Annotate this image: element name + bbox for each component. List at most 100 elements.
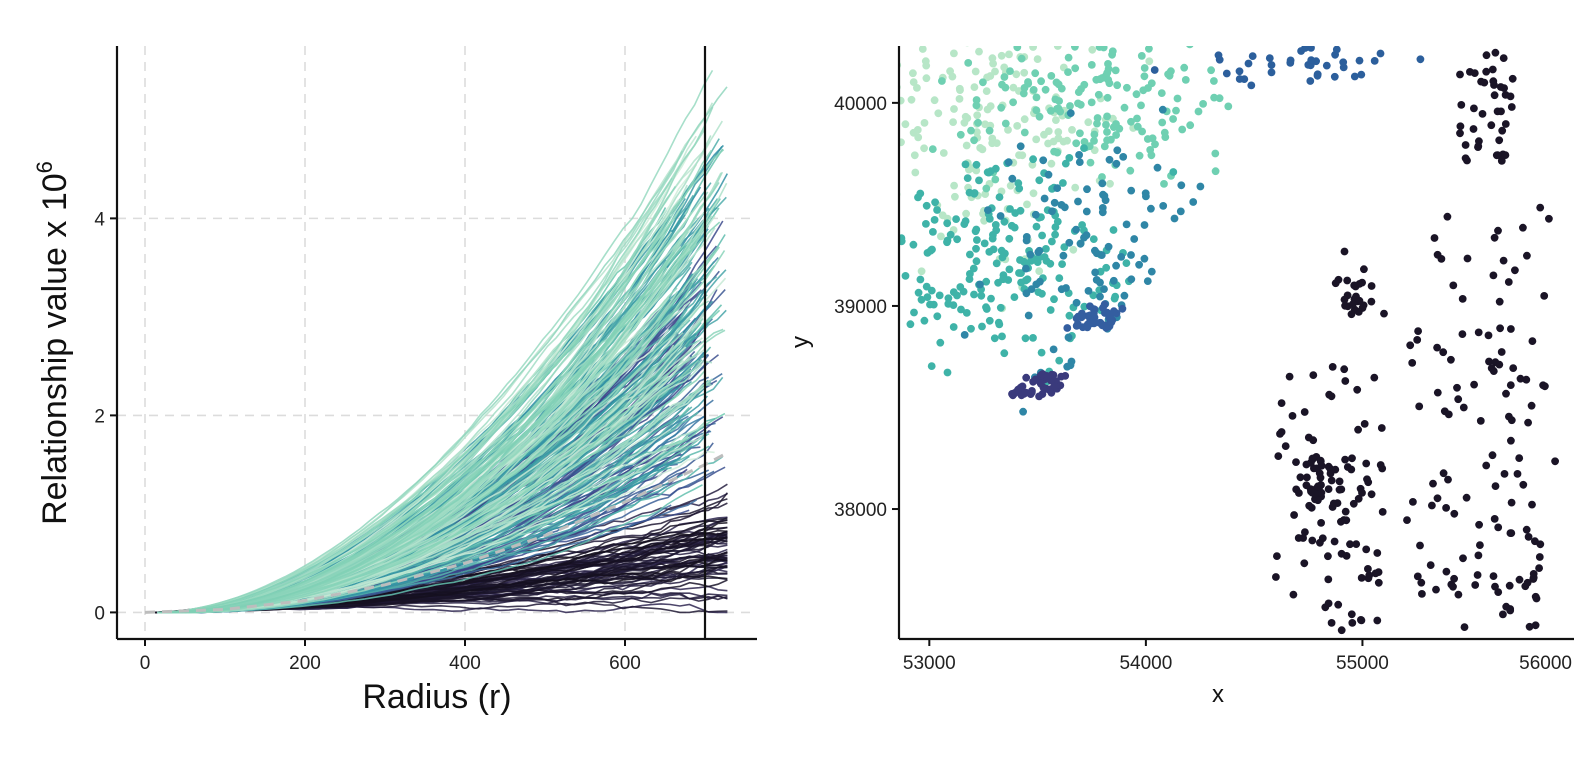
point-ocean-10	[1072, 225, 1080, 234]
point-ocean-35	[1140, 254, 1149, 263]
point-ocean-84	[1097, 251, 1106, 259]
point-ocean-86	[1031, 210, 1040, 219]
point-ocean-6	[984, 206, 992, 215]
point-light-green-25	[888, 260, 896, 268]
point-light-green-85	[970, 83, 979, 91]
point-light-green-106	[918, 9, 926, 17]
point-ocean-92	[1065, 238, 1074, 247]
point-dark-points-145	[1505, 581, 1514, 590]
point-dark-points-109	[1413, 572, 1422, 581]
point-green-11	[1047, 72, 1056, 80]
point-light-green-146	[965, 46, 969, 47]
point-dark-points-313	[1444, 475, 1452, 484]
point-dark-points-90	[1276, 430, 1284, 438]
point-green-5	[1158, 118, 1167, 127]
point-green-101	[1186, 46, 1194, 49]
point-teal-85	[931, 198, 939, 207]
point-dark-points-27	[1335, 477, 1344, 486]
point-dark-points-249	[1515, 454, 1524, 462]
point-ocean-51	[1064, 333, 1073, 342]
right-x-tick-label-2: 55000	[1336, 653, 1389, 674]
point-dark-points-49	[1523, 251, 1531, 260]
point-dark-points-314	[1532, 594, 1541, 603]
point-dark-points-210	[1354, 308, 1363, 316]
point-dark-points-74	[1502, 389, 1510, 398]
point-dark-points-60	[1414, 327, 1422, 335]
point-dark-points-287	[1461, 141, 1470, 149]
point-light-green-11	[972, 21, 980, 29]
point-dark-points-224	[1474, 328, 1483, 337]
point-light-green-163	[1052, 116, 1060, 124]
point-dark-points-179	[1460, 623, 1469, 631]
point-ocean-78	[960, 331, 969, 339]
point-green-3	[1074, 88, 1083, 96]
point-green-113	[1112, 120, 1120, 128]
point-teal-217	[1111, 292, 1120, 301]
point-ocean-91	[1083, 185, 1091, 194]
point-green-66	[1064, 53, 1073, 62]
point-teal-151	[857, 194, 865, 202]
point-light-green-118	[901, 120, 910, 129]
point-green-94	[985, 126, 994, 135]
point-dark-points-108	[1352, 540, 1361, 548]
point-ocean-95	[1016, 142, 1025, 151]
point-purple-ring-28	[1022, 373, 1031, 382]
point-dark-points-281	[1316, 456, 1325, 465]
point-dark-points-258	[1499, 256, 1508, 265]
point-teal-150	[965, 275, 974, 283]
point-dark-points-215	[1476, 417, 1485, 425]
point-light-green-127	[1015, 151, 1023, 160]
point-dark-points-119	[1462, 493, 1471, 502]
point-dark-points-216	[1292, 458, 1300, 466]
point-light-green-7	[870, 157, 878, 165]
point-green-20	[1047, 107, 1055, 115]
point-dark-points-95	[1273, 552, 1281, 560]
point-green-128	[1032, 93, 1041, 102]
point-light-green-26	[911, 168, 920, 177]
point-upper-blue-18	[1350, 72, 1359, 81]
point-light-green-119	[946, 67, 954, 76]
point-dark-points-316	[1470, 380, 1478, 389]
point-dark-points-259	[1497, 157, 1506, 165]
point-dark-points-105	[1491, 48, 1500, 57]
point-dark-points-192	[1380, 309, 1388, 318]
point-green-39	[1210, 77, 1218, 85]
point-teal-38	[985, 316, 994, 325]
curve-light-26	[173, 360, 685, 614]
point-dark-points-67	[1334, 600, 1343, 609]
point-light-green-136	[950, 105, 958, 113]
point-teal-192	[1051, 230, 1059, 239]
point-ocean-37	[1147, 267, 1156, 276]
point-dark-points-305	[1340, 247, 1349, 256]
point-green-106	[997, 103, 1006, 112]
curve-light-84	[166, 149, 725, 614]
point-ocean-93	[1122, 220, 1131, 229]
point-teal-19	[909, 240, 918, 249]
point-dark-points-39	[1500, 470, 1509, 478]
point-teal-44	[862, 285, 870, 293]
point-teal-71	[997, 246, 1006, 255]
point-dark-points-319	[1326, 469, 1335, 478]
point-green-67	[1041, 85, 1050, 94]
point-teal-191	[943, 238, 951, 247]
point-dark-points-62	[1317, 519, 1325, 527]
point-ocean-94	[1066, 361, 1075, 370]
point-dark-points-82	[1489, 271, 1498, 280]
point-blue-cluster-16	[1118, 304, 1127, 313]
point-ocean-42	[1022, 264, 1030, 273]
point-teal-158	[856, 226, 864, 234]
point-dark-points-68	[1439, 469, 1448, 478]
point-dark-points-35	[1408, 359, 1417, 367]
point-dark-points-92	[1490, 515, 1499, 523]
point-dark-points-117	[1406, 341, 1415, 350]
point-ocean-31	[1112, 159, 1121, 168]
point-light-green-58	[1020, 115, 1029, 124]
point-teal-169	[933, 206, 941, 214]
point-teal-127	[1016, 206, 1025, 215]
point-light-green-41	[975, 47, 983, 56]
point-dark-points-59	[1507, 436, 1515, 445]
point-dark-points-126	[1272, 573, 1280, 581]
point-light-green-38	[971, 67, 980, 76]
point-upper-blue-32	[1248, 52, 1257, 60]
point-dark-points-208	[1428, 501, 1436, 510]
